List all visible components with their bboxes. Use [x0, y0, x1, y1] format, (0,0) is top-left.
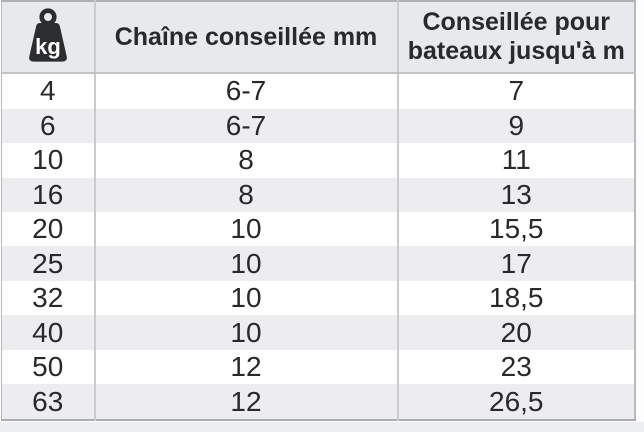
- anchor-spec-table: kg Chaîne conseillée mm Conseillée pour …: [1, 0, 636, 421]
- cell-weight-kg: 63: [1, 384, 95, 420]
- cell-weight-kg: 40: [1, 315, 95, 350]
- cell-weight-kg: 32: [1, 280, 95, 316]
- cell-boat-length-m: 17: [396, 246, 635, 281]
- table-row: 16 8 13: [1, 177, 635, 212]
- table-row: 20 10 15,5: [1, 212, 635, 247]
- table-row: 40 10 20: [1, 315, 635, 350]
- table-row: 4 6-7 7: [1, 73, 635, 109]
- cell-weight-kg: 10: [1, 143, 95, 178]
- cell-chain-mm: 10: [93, 315, 398, 350]
- cell-boat-length-m: 20: [396, 315, 635, 350]
- cell-chain-mm: 12: [93, 349, 398, 385]
- cell-weight-kg: 4: [1, 73, 95, 109]
- cell-chain-mm: 6-7: [93, 108, 398, 144]
- cell-boat-length-m: 15,5: [396, 212, 635, 247]
- table-row: 25 10 17: [1, 246, 635, 281]
- header-cell-chain: Chaîne conseillée mm: [93, 1, 398, 74]
- page-bottom-strip: [0, 422, 644, 432]
- cell-chain-mm: 10: [93, 280, 398, 316]
- table-row: 10 8 11: [1, 143, 635, 178]
- cell-chain-mm: 12: [93, 384, 398, 420]
- cell-boat-length-m: 23: [396, 349, 635, 385]
- cell-boat-length-m: 26,5: [396, 384, 635, 420]
- table-body: 4 6-7 7 6 6-7 9 10 8 11 16: [1, 73, 635, 420]
- cell-chain-mm: 10: [93, 246, 398, 281]
- header-cell-kg: kg: [1, 1, 95, 74]
- cell-boat-length-m: 18,5: [396, 280, 635, 316]
- header-boat-label: Conseillée pour bateaux jusqu'à m: [407, 8, 625, 65]
- cell-chain-mm: 8: [93, 143, 398, 178]
- kg-icon-label: kg: [35, 34, 61, 59]
- header-row: kg Chaîne conseillée mm Conseillée pour …: [1, 1, 635, 74]
- table-row: 63 12 26,5: [1, 384, 635, 420]
- cell-boat-length-m: 13: [396, 177, 635, 212]
- cell-weight-kg: 25: [1, 246, 95, 281]
- cell-weight-kg: 50: [1, 349, 95, 385]
- cell-chain-mm: 10: [93, 212, 398, 247]
- cell-boat-length-m: 11: [396, 143, 635, 178]
- cell-boat-length-m: 9: [396, 108, 635, 144]
- cell-weight-kg: 20: [1, 212, 95, 247]
- table-row: 6 6-7 9: [1, 108, 635, 144]
- table-header: kg Chaîne conseillée mm Conseillée pour …: [1, 1, 635, 74]
- cell-weight-kg: 6: [1, 108, 95, 144]
- kg-weight-icon: kg: [28, 8, 67, 62]
- cell-boat-length-m: 7: [396, 73, 635, 109]
- header-cell-boat: Conseillée pour bateaux jusqu'à m: [396, 1, 635, 74]
- table-row: 32 10 18,5: [1, 280, 635, 316]
- cell-weight-kg: 16: [1, 177, 95, 212]
- cell-chain-mm: 8: [93, 177, 398, 212]
- table-row: 50 12 23: [1, 349, 635, 385]
- cell-chain-mm: 6-7: [93, 73, 398, 109]
- header-chain-label: Chaîne conseillée mm: [114, 22, 378, 51]
